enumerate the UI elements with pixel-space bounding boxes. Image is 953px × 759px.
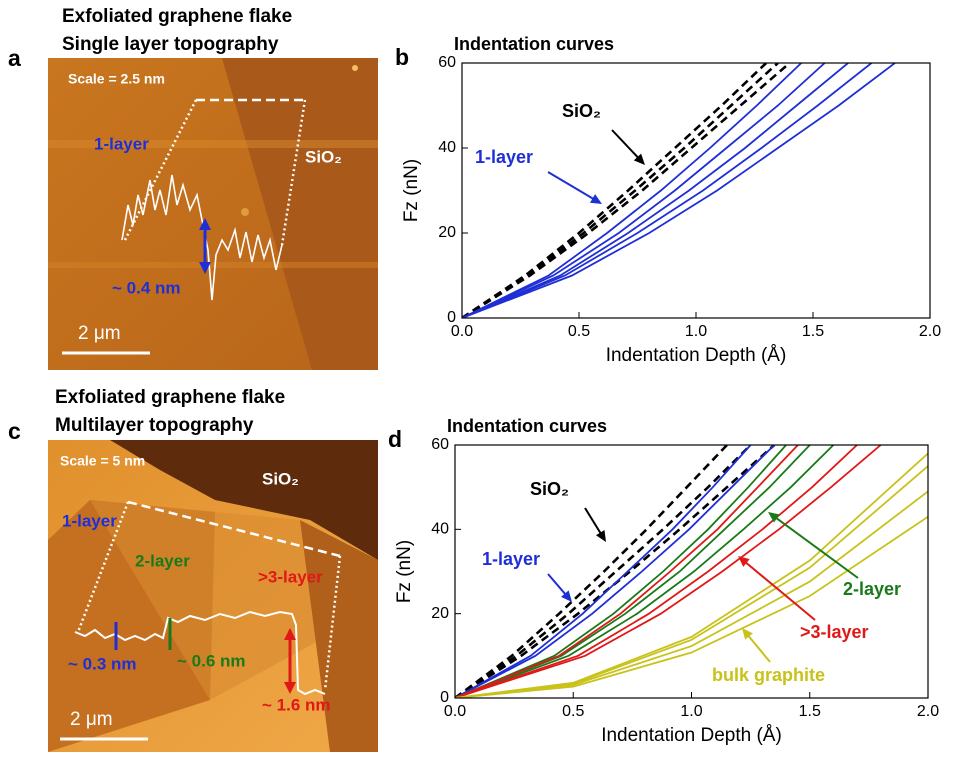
afm-image [48,440,378,752]
x-tick-label: 2.0 [919,323,941,340]
x-tick-label: 2.0 [917,703,939,720]
chart-title: Indentation curves [454,34,614,54]
annotation-arrow [547,171,595,201]
curve [455,445,787,698]
annotation: SiO₂ [562,101,601,121]
curve [455,452,928,698]
annotation-arrowhead [589,194,602,204]
curve [462,63,896,318]
panel-letter: b [395,44,409,70]
chart-title: Indentation curves [447,416,607,436]
annotation: SiO₂ [530,479,569,499]
annotation-arrowhead [742,628,753,640]
y-tick-label: 20 [431,605,449,622]
curve [462,63,768,318]
x-axis-label: Indentation Depth (Å) [606,345,787,366]
curve [462,63,802,318]
curve [462,63,849,318]
y-tick-label: 0 [447,309,456,326]
scale-label: Scale = 2.5 nm [68,71,165,87]
annotation: bulk graphite [712,665,825,685]
x-tick-label: 0.0 [444,703,466,720]
annotation-arrowhead [561,590,572,602]
curve [455,445,776,698]
step-label: ~ 1.6 nm [262,695,331,714]
annotation: 1-layer [475,147,533,167]
curve [462,63,826,318]
afm-image [48,58,378,370]
annotation: 2-layer [843,579,901,599]
annotation: 1-layer [482,549,540,569]
x-tick-label: 0.5 [562,703,584,720]
annotation-arrow [774,516,859,579]
y-axis-label: Fz (nN) [394,540,415,603]
y-tick-label: 0 [440,689,449,706]
annotation-arrow [547,573,568,596]
plot-frame [461,62,931,319]
scale-label: Scale = 5 nm [60,453,145,469]
curve [455,445,811,698]
annotation-arrowhead [768,512,780,523]
curve [455,445,775,698]
y-tick-label: 60 [438,54,456,71]
step-label: ~ 0.4 nm [112,278,181,297]
curve [462,63,779,318]
region-label: SiO₂ [262,469,299,488]
annotation-arrowhead [633,153,645,165]
curve [455,515,928,698]
x-axis-label: Indentation Depth (Å) [601,725,782,746]
curve [462,63,791,318]
panel-letter: c [8,418,21,444]
panel-title: Single layer topography [62,34,279,55]
curve [455,445,752,698]
panel-title: Multilayer topography [55,415,254,436]
annotation-arrowhead [738,556,750,567]
panel-letter: d [388,426,402,452]
annotation-arrow [584,507,603,536]
x-tick-label: 1.0 [680,703,702,720]
curve [455,445,728,698]
region-label: 2-layer [135,551,190,570]
annotation: >3-layer [800,622,869,642]
y-tick-label: 40 [438,139,456,156]
region-label: 1-layer [94,134,149,153]
curve [455,445,858,698]
x-tick-label: 0.0 [451,323,473,340]
panel-letter: a [8,45,21,71]
annotation-arrowhead [595,530,606,542]
panel-title: Exfoliated graphene flake [62,6,292,27]
curve [455,445,835,698]
curve [462,63,873,318]
region-label: SiO₂ [305,147,342,166]
x-tick-label: 1.5 [799,703,821,720]
annotation-arrow [744,560,816,621]
y-tick-label: 40 [431,521,449,538]
y-tick-label: 60 [431,436,449,453]
panel-title: Exfoliated graphene flake [55,387,285,408]
y-axis-label: Fz (nN) [401,159,422,222]
region-label: >3-layer [258,567,323,586]
step-label: ~ 0.6 nm [177,651,246,670]
x-tick-label: 1.0 [685,323,707,340]
annotation-arrow [746,634,771,663]
curve [455,445,882,698]
y-tick-label: 20 [438,224,456,241]
curve [455,445,752,698]
x-tick-label: 1.5 [802,323,824,340]
step-label: ~ 0.3 nm [68,654,137,673]
scale-bar-label: 2 μm [70,709,113,730]
region-label: 1-layer [62,511,117,530]
scale-bar-label: 2 μm [78,323,121,344]
x-tick-label: 0.5 [568,323,590,340]
curve [455,445,799,698]
annotation-arrow [611,129,640,160]
